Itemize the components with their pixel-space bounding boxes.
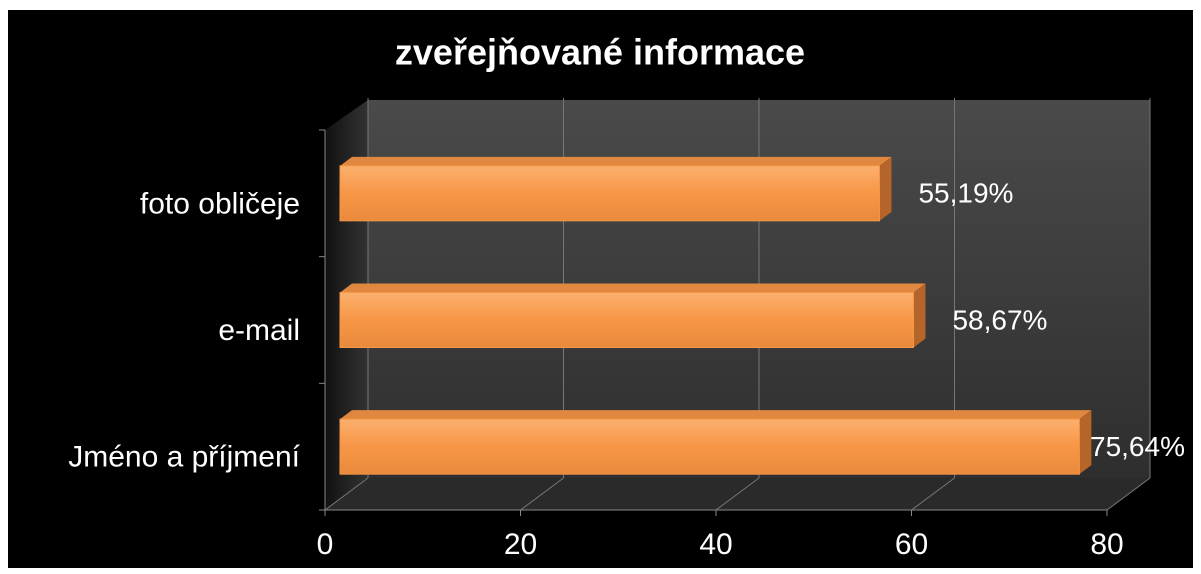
x-tick-label: 80 [1090,528,1123,561]
x-tick-label: 0 [317,528,334,561]
bar-top [340,283,926,293]
floor-grid-line [715,477,760,511]
bar-side [913,283,926,348]
y-tick-label: e-mail [218,314,300,347]
x-tick-label: 40 [699,528,732,561]
bar [339,165,880,222]
y-tick-label: Jméno a příjmení [68,441,300,474]
value-label: 55,19% [918,178,1013,209]
x-tick-label: 20 [504,528,537,561]
floor-grid-line [1106,477,1151,511]
chart-title: zveřejňované informace [395,32,805,73]
value-label: 58,67% [952,304,1047,335]
bar [339,292,914,348]
floor-grid-line [324,477,369,511]
y-tick-label: foto obličeje [140,187,300,220]
floor-grid-line [911,477,955,511]
x-tick-label: 60 [895,528,928,561]
bar-top [340,410,1092,420]
bar-side [1079,410,1092,475]
value-label: 75,64% [1090,431,1185,462]
bar-top [340,156,892,166]
bar [339,418,1080,475]
floor-grid-line [520,477,564,511]
bar-side [879,156,892,221]
